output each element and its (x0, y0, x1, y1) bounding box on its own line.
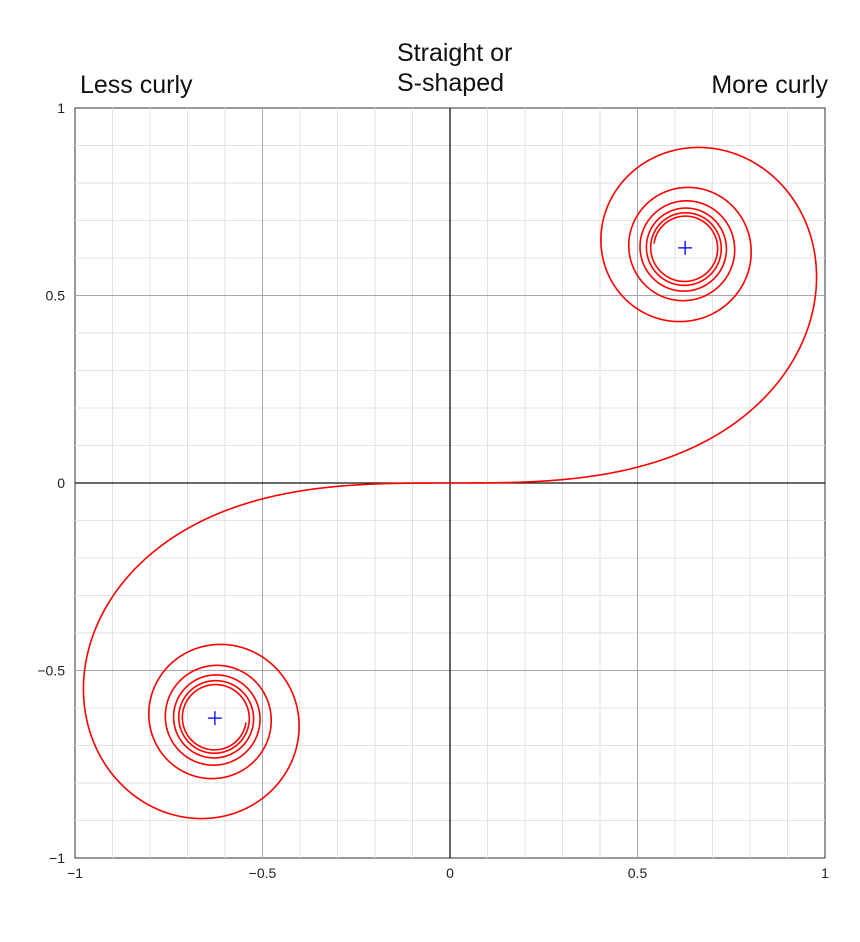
y-tick-label: −1 (49, 850, 65, 866)
x-tick-labels: −1 −0.5 0 0.5 1 (67, 865, 829, 881)
x-tick-label: 1 (821, 865, 829, 881)
y-tick-label: 0 (57, 475, 65, 491)
label-straight-or-s-shaped: Straight or S-shaped (397, 39, 513, 97)
y-tick-label: 1 (57, 100, 65, 116)
label-more-curly: More curly (711, 71, 828, 99)
y-tick-labels: −1 −0.5 0 0.5 1 (37, 100, 65, 866)
spiral-curve (82, 146, 818, 820)
x-tick-label: −1 (67, 865, 83, 881)
label-less-curly: Less curly (80, 71, 193, 99)
x-tick-label: −0.5 (249, 865, 277, 881)
y-tick-label: 0.5 (46, 288, 66, 304)
center-plus-marker (678, 240, 693, 255)
y-tick-label: −0.5 (37, 663, 65, 679)
x-tick-label: 0.5 (628, 865, 648, 881)
center-plus-marker (207, 711, 222, 726)
markers (207, 240, 693, 726)
x-tick-label: 0 (446, 865, 454, 881)
